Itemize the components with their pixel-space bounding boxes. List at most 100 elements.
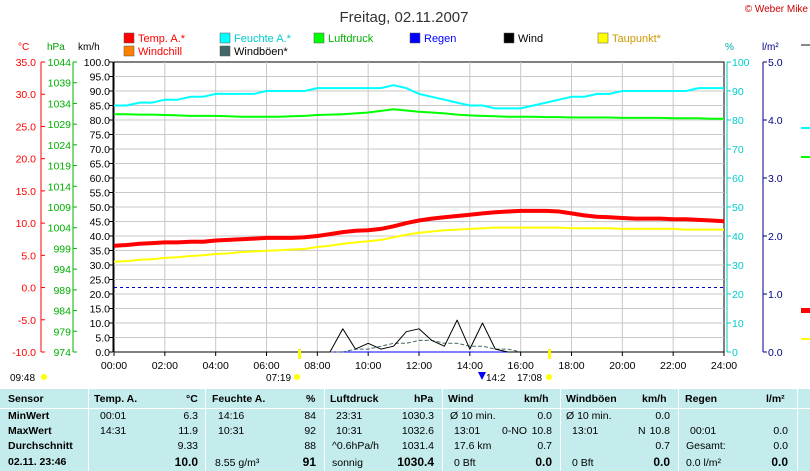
press-forecast: sonnig <box>332 457 363 469</box>
series-lines <box>113 84 725 353</box>
legend-label-1: Feuchte A.* <box>234 33 292 45</box>
hum-min: 84 <box>304 410 316 422</box>
hum-min-time: 14:16 <box>218 410 245 422</box>
axis-tick-label-percent: 0 <box>732 347 738 359</box>
axis-tick-label-hpa: 994 <box>53 264 71 276</box>
axis-tick-label-percent: 30 <box>732 260 744 272</box>
header-wind: Wind <box>448 393 474 405</box>
rain-max: 0.0 <box>773 425 788 437</box>
legend-swatch-1 <box>219 32 231 44</box>
x-tick-label: 02:00 <box>152 360 178 372</box>
axis-tick-label-percent: 80 <box>732 115 744 127</box>
legend-label-2: Luftdruck <box>328 33 374 45</box>
axis-tick-label-kmh: 40.0 <box>90 231 111 243</box>
legend-label-6: Windchill <box>138 46 182 58</box>
header-wind-unit: km/h <box>524 393 549 405</box>
sun-marker-left <box>41 374 47 380</box>
copyright-label: © Weber Mike <box>745 4 809 15</box>
press-min: 1030.3 <box>401 410 434 422</box>
axis-tick-label-kmh: 65.0 <box>90 159 111 171</box>
sunrise-marker <box>294 374 300 380</box>
header-sensor: Sensor <box>8 393 44 405</box>
rain-now: 0.0 <box>771 455 788 469</box>
sunset-time: 17:08 <box>517 373 542 384</box>
sunset-marker <box>546 374 552 380</box>
header-rain-unit: l/m² <box>766 393 785 405</box>
axis-tick-label-celsius: -10.0 <box>12 347 36 359</box>
wind-max-dir: 0-NO <box>502 425 528 437</box>
header-temp-unit: °C <box>186 393 198 405</box>
header-press: Luftdruck <box>330 393 379 405</box>
x-tick-label: 18:00 <box>558 360 584 372</box>
axis-tick-label-hpa: 1029 <box>48 119 72 131</box>
sunrise-tick <box>298 349 301 359</box>
axis-tick-label-percent: 60 <box>732 173 744 185</box>
rain-total: 0.0 <box>773 440 788 452</box>
y-axes: 35.0 30.0 25.0 20.0 15.0 10.0 5.0 0.0 -5.0 -10.0 1… <box>12 57 783 359</box>
header-press-unit: hPa <box>414 393 434 405</box>
x-tick-label: 20:00 <box>609 360 635 372</box>
axis-tick-label-hpa: 1004 <box>48 223 72 235</box>
axis-tick-label-kmh: 85.0 <box>90 101 111 113</box>
row-label-min: MinWert <box>8 410 50 422</box>
hum-now-abs: 8.55 g/m³ <box>215 457 260 469</box>
wind-max-time: 13:01 <box>454 425 481 437</box>
legend-swatch-0 <box>123 32 135 44</box>
gust-min-label: Ø 10 min. <box>566 410 612 422</box>
sunset-tick <box>548 349 551 359</box>
axis-title-kmh: km/h <box>78 42 100 53</box>
axis-tick-label-percent: 40 <box>732 231 744 243</box>
row-label-max: MaxWert <box>8 425 52 437</box>
axis-tick-label-kmh: 75.0 <box>90 130 111 142</box>
wind-distance: 17.6 km <box>454 440 492 452</box>
axis-title-celsius: °C <box>18 42 29 53</box>
x-tick-label: 08:00 <box>304 360 330 372</box>
row-label-avg: Durchschnitt <box>8 440 73 452</box>
axis-tick-label-kmh: 25.0 <box>90 275 111 287</box>
press-min-time: 23:31 <box>336 410 363 422</box>
x-tick-label: 16:00 <box>508 360 534 372</box>
axis-tick-label-celsius: 20.0 <box>16 154 37 166</box>
legend-swatch-4 <box>503 32 515 44</box>
header-hum-unit: % <box>306 393 316 405</box>
rain-today: 0.0 l/m² <box>686 457 722 469</box>
wind-avg: 0.7 <box>537 440 552 452</box>
axis-tick-label-rain: 0.0 <box>768 347 783 359</box>
axis-title-percent: % <box>725 42 734 53</box>
gust-min: 0.0 <box>655 410 670 422</box>
legend-swatch-5 <box>597 32 609 44</box>
axis-tick-label-celsius: -5.0 <box>18 315 36 327</box>
axis-tick-label-hpa: 984 <box>53 306 71 318</box>
axis-tick-label-percent: 90 <box>732 86 744 98</box>
axis-tick-label-kmh: 5.0 <box>95 333 110 345</box>
x-tick-label: 24:00 <box>711 360 737 372</box>
gust-now: 0.0 <box>653 455 670 469</box>
right-edge-gray-mark <box>801 44 810 46</box>
x-tick-label: 06:00 <box>253 360 279 372</box>
row-label-now: 02.11. 23:46 <box>8 456 67 468</box>
axis-tick-label-rain: 4.0 <box>768 115 783 127</box>
axis-tick-label-celsius: 25.0 <box>16 121 37 133</box>
axis-tick-label-kmh: 100.0 <box>84 57 110 69</box>
x-tick-label: 14:00 <box>457 360 483 372</box>
right-edge-pressure-mark <box>801 156 810 158</box>
axis-tick-label-kmh: 10.0 <box>90 318 111 330</box>
weather-chart: Freitag, 02.11.2007 © Weber Mike Temp. A… <box>10 4 810 384</box>
series-line-feuchtea <box>114 84 724 110</box>
axis-tick-label-hpa: 1014 <box>48 181 72 193</box>
axis-tick-label-rain: 3.0 <box>768 173 783 185</box>
header-gust-unit: km/h <box>642 393 667 405</box>
x-tick-label: 00:00 <box>101 360 127 372</box>
press-trend: ^0.6hPa/h <box>332 440 379 452</box>
press-now: 1030.4 <box>397 455 434 469</box>
legend-label-4: Wind <box>518 33 543 45</box>
header-rain: Regen <box>685 393 718 405</box>
press-avg: 1031.4 <box>401 440 434 452</box>
now-marker-icon <box>478 372 486 380</box>
header-temp: Temp. A. <box>94 393 138 405</box>
temp-min-time: 00:01 <box>100 410 127 422</box>
gust-avg: 0.7 <box>655 440 670 452</box>
axis-tick-label-hpa: 989 <box>53 285 71 297</box>
temp-min: 6.3 <box>183 410 198 422</box>
axis-tick-label-celsius: 15.0 <box>16 186 37 198</box>
